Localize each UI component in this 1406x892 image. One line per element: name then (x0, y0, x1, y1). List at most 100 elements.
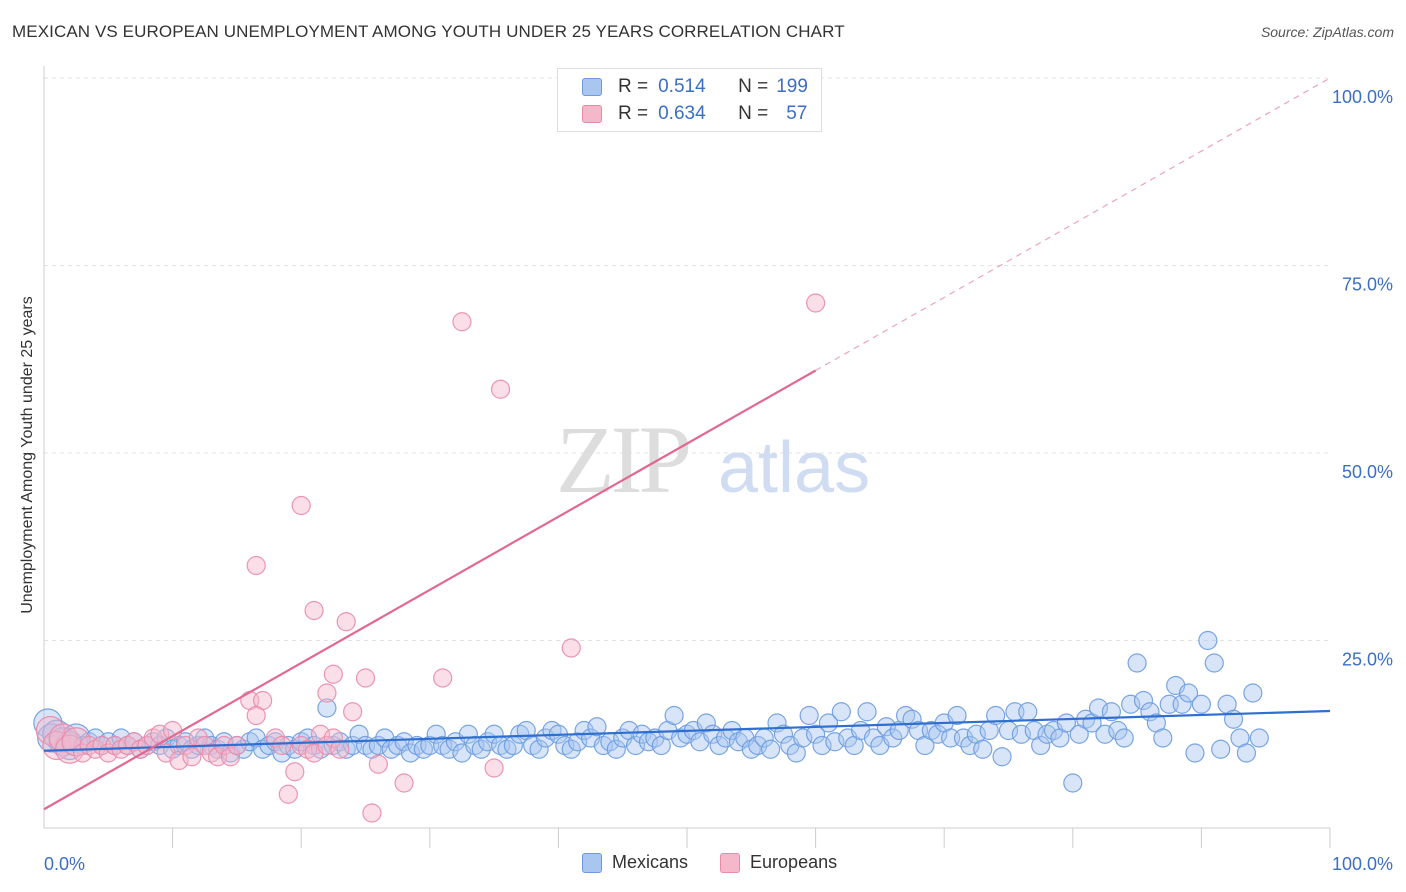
mexicans-point (1031, 735, 1051, 756)
mexicans-point (760, 739, 781, 759)
mexicans-point (812, 735, 832, 756)
mexicans-point (1108, 720, 1128, 741)
mexicans-point (825, 732, 845, 752)
mexicans-point (1114, 728, 1134, 748)
europeans-point (182, 747, 202, 767)
mexicans-point (1011, 724, 1031, 744)
mexicans-point (748, 735, 768, 756)
mexicans-point (1204, 653, 1224, 673)
mexicans-trendline (43, 709, 1331, 752)
watermark-zip: ZIP (556, 406, 689, 513)
mexicans-point (793, 728, 813, 748)
europeans-point (330, 739, 350, 759)
europeans-point (394, 773, 414, 793)
mexicans-point (1236, 743, 1257, 763)
points-layer (33, 293, 1269, 823)
mexicans-point (85, 728, 106, 748)
europeans-point (220, 747, 241, 767)
europeans-point (278, 784, 298, 804)
mexicans-point (1127, 653, 1147, 673)
europeans-point (317, 683, 337, 703)
mexicans-point (876, 717, 896, 737)
mexicans-point (587, 717, 607, 737)
europeans-point (246, 555, 266, 576)
series-legend: Mexicans Europeans (582, 852, 869, 873)
europeans-point (484, 758, 504, 778)
mexicans-point (1172, 694, 1192, 714)
mexicans-point (1243, 683, 1263, 703)
mexicans-point (805, 724, 826, 744)
mexicans-point (529, 739, 549, 759)
legend-row-europeans: R = 0.634 N = 57 (582, 102, 807, 126)
n-label: N = (738, 76, 769, 97)
mexicans-point (883, 728, 903, 748)
mexicans-point (349, 724, 369, 744)
europeans-trendline (43, 369, 817, 811)
europeans-point (336, 612, 356, 632)
trend-layer (43, 77, 1331, 811)
mexicans-swatch (582, 78, 602, 96)
mexicans-point (947, 705, 967, 726)
europeans-point (272, 735, 292, 756)
grid-layer (44, 77, 1330, 641)
legend-item-mexicans[interactable]: Mexicans (582, 852, 688, 873)
n-label: N = (738, 103, 769, 124)
r-value: 0.514 (658, 76, 706, 97)
mexicans-point (1185, 743, 1205, 763)
europeans-point (355, 668, 376, 688)
mexicans-point (400, 743, 421, 763)
mexicans-point (1249, 728, 1269, 748)
mexicans-point (664, 705, 684, 726)
mexicans-point (37, 723, 67, 753)
europeans-swatch (582, 105, 602, 123)
europeans-point (452, 312, 472, 332)
legend-label-europeans: Europeans (750, 852, 838, 872)
europeans-point (246, 705, 266, 726)
y-axis-label: Unemployment Among Youth under 25 years (19, 296, 36, 614)
y-tick-label: 75.0% (1342, 275, 1393, 295)
europeans-point (433, 668, 453, 688)
x-tick-label: 100.0% (1332, 854, 1393, 874)
mexicans-point (1121, 694, 1141, 714)
europeans-point (291, 495, 311, 516)
mexicans-point (535, 728, 556, 748)
mexicans-point (1211, 739, 1231, 759)
mexicans-point (625, 735, 646, 756)
legend-item-europeans[interactable]: Europeans (720, 852, 837, 873)
mexicans-point (1101, 702, 1121, 722)
europeans-point (343, 702, 363, 722)
europeans-swatch (720, 852, 741, 873)
europeans-point (805, 293, 826, 313)
mexicans-point (986, 705, 1006, 726)
mexicans-point (317, 698, 337, 718)
mexicans-swatch (582, 852, 602, 873)
mexicans-point (439, 739, 459, 759)
mexicans-point (831, 702, 851, 722)
watermark: ZIP atlas (556, 406, 870, 513)
legend-label-mexicans: Mexicans (612, 852, 689, 872)
y-tick-label: 25.0% (1342, 650, 1393, 670)
europeans-point (304, 600, 324, 621)
x-tick-label: 0.0% (44, 854, 85, 874)
mexicans-point (863, 728, 884, 748)
mexicans-point (1133, 690, 1154, 711)
mexicans-point (1178, 683, 1199, 703)
n-value: 57 (786, 103, 808, 124)
mexicans-point (960, 735, 980, 756)
mexicans-point (561, 739, 581, 759)
europeans-point (323, 664, 343, 684)
mexicans-point (857, 702, 877, 722)
mexicans-point (1191, 694, 1212, 714)
mexicans-point (1153, 728, 1173, 748)
europeans-point (368, 754, 388, 774)
r-label: R = (618, 103, 649, 124)
europeans-point (124, 732, 144, 752)
mexicans-point (773, 724, 794, 744)
chart-title: MEXICAN VS EUROPEAN UNEMPLOYMENT AMONG Y… (12, 22, 845, 41)
mexicans-point (484, 724, 504, 744)
y-tick-label: 50.0% (1342, 462, 1393, 482)
mexicans-point (111, 728, 131, 748)
mexicans-point (568, 732, 588, 752)
mexicans-point (1018, 702, 1038, 722)
mexicans-point (394, 732, 414, 752)
